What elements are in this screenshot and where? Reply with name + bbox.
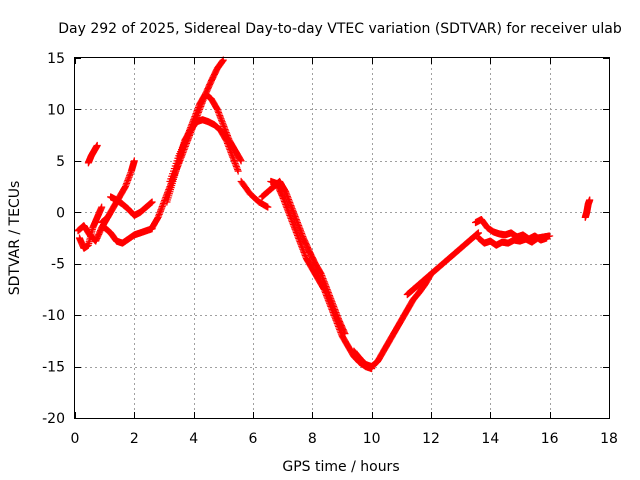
- data-point: [98, 203, 106, 211]
- series-s6: [107, 193, 156, 219]
- x-tick-label: 14: [481, 431, 499, 447]
- series-s7: [148, 56, 227, 232]
- data-point: [237, 157, 245, 165]
- chart-title: Day 292 of 2025, Sidereal Day-to-day VTE…: [58, 21, 622, 37]
- x-tick-label: 12: [422, 431, 440, 447]
- data-point: [264, 203, 272, 211]
- y-tick-label: 0: [56, 205, 65, 221]
- y-tick-label: -10: [42, 308, 65, 324]
- x-tick-label: 8: [308, 431, 317, 447]
- x-tick-label: 2: [130, 431, 139, 447]
- x-axis-label: GPS time / hours: [282, 459, 399, 475]
- data-point: [586, 196, 594, 204]
- plot-frame: [74, 57, 610, 419]
- series-s5: [101, 224, 156, 247]
- series-s2: [84, 141, 101, 167]
- series-s1: [75, 203, 106, 252]
- series-s9: [166, 90, 245, 185]
- y-tick-label: -5: [51, 257, 65, 273]
- series-s12: [350, 270, 435, 371]
- series-s13: [403, 229, 482, 299]
- series-s17: [237, 177, 272, 211]
- y-tick-label: 5: [56, 154, 65, 170]
- x-tick-label: 6: [249, 431, 258, 447]
- x-tick-label: 16: [541, 431, 559, 447]
- data-point: [543, 234, 551, 242]
- series-s16: [581, 196, 594, 221]
- y-tick-label: 15: [47, 51, 65, 67]
- axis-ticks: 0 2 4 6 8 10 12 14 16 18 -20 -15 -10 -5 0 5 10 15: [42, 51, 618, 447]
- grid-lines: [75, 58, 609, 418]
- y-axis-label: SDTVAR / TECUs: [7, 181, 23, 296]
- y-tick-label: 10: [47, 102, 65, 118]
- data-points: [74, 56, 594, 373]
- x-tick-label: 0: [71, 431, 80, 447]
- x-tick-label: 18: [600, 431, 618, 447]
- data-point: [130, 157, 138, 165]
- data-point: [234, 167, 242, 175]
- data-point: [148, 198, 156, 206]
- series-s3: [74, 213, 112, 245]
- x-tick-label: 4: [189, 431, 198, 447]
- series-s15: [472, 215, 551, 244]
- y-tick-label: -20: [42, 411, 65, 427]
- x-tick-label: 10: [363, 431, 381, 447]
- data-point: [93, 141, 101, 149]
- y-tick-label: -15: [42, 360, 65, 376]
